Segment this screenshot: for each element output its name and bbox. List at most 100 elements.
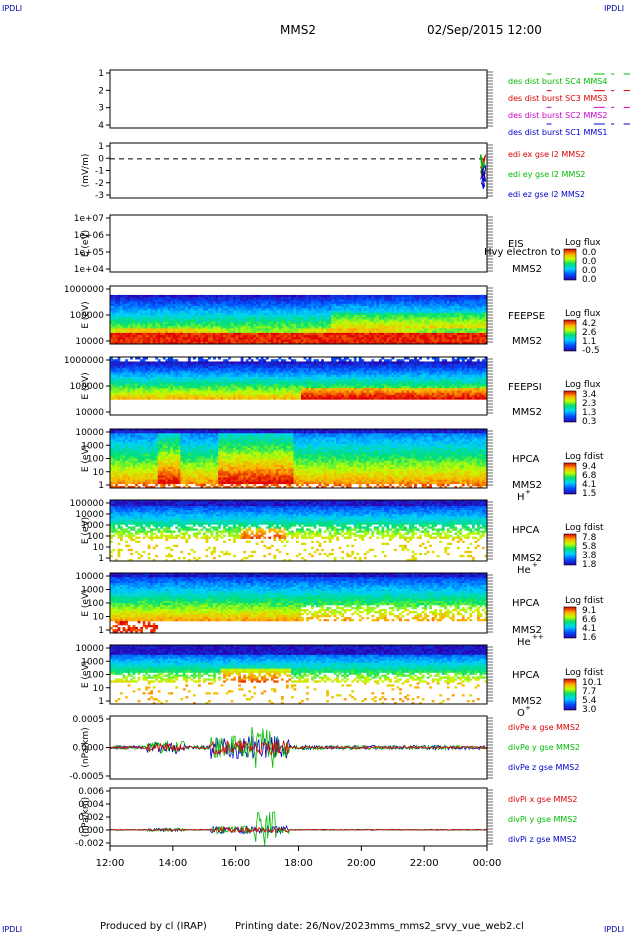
spectrogram-cell: [429, 330, 432, 334]
spectrogram-cell: [346, 319, 350, 322]
spectrogram-cell: [160, 361, 164, 364]
spectrogram-cell: [185, 397, 189, 400]
spectrogram-cell: [255, 377, 259, 380]
spectrogram-cell: [165, 368, 169, 371]
spectrogram-cell: [424, 317, 427, 320]
spectrogram-cell: [265, 370, 269, 373]
spectrogram-cell: [446, 339, 450, 343]
spectrogram-cell: [175, 394, 179, 398]
spectrogram-cell: [213, 303, 216, 307]
spectrogram-cell: [195, 308, 199, 311]
spectrogram-cell: [356, 317, 360, 320]
spectrogram-cell: [225, 390, 229, 393]
spectrogram-cell: [160, 301, 164, 305]
spectrogram-cell: [353, 306, 357, 309]
spectrogram-cell: [132, 326, 136, 329]
spectrogram-cell: [318, 381, 322, 385]
spectrogram-cell: [459, 323, 463, 327]
spectrogram-cell: [197, 368, 201, 371]
spectrogram-cell: [466, 301, 470, 305]
spectrogram-cell: [368, 337, 372, 340]
spectrogram-cell: [318, 319, 322, 322]
spectrogram-cell: [484, 303, 488, 307]
spectrogram-cell: [220, 335, 224, 338]
spectrogram-cell: [421, 339, 425, 343]
spectrogram-cell: [321, 368, 324, 371]
spectrogram-cell: [399, 306, 402, 309]
spectrogram-cell: [416, 335, 420, 338]
spectrogram-cell: [283, 312, 287, 316]
spectrogram-cell: [311, 370, 314, 373]
spectrogram-cell: [449, 323, 453, 327]
spectrogram-cell: [421, 328, 425, 331]
spectrogram-cell: [351, 299, 355, 302]
spectrogram-cell: [295, 381, 299, 385]
spectrogram-cell: [202, 388, 206, 391]
spectrogram-cell: [233, 337, 236, 340]
spectrogram-cell: [391, 335, 395, 338]
spectrogram-cell: [197, 301, 201, 305]
spectrogram-cell: [275, 301, 279, 305]
spectrogram-cell: [439, 321, 443, 325]
spectrogram-cell: [348, 337, 352, 340]
spectrogram-cell: [167, 321, 171, 325]
spectrogram-cell: [150, 315, 154, 318]
spectrogram-cell: [195, 319, 199, 322]
spectrogram-cell: [308, 335, 312, 338]
spectrogram-cell: [328, 341, 332, 345]
spectrogram-cell: [368, 315, 372, 318]
spectrogram-cell: [326, 317, 329, 320]
spectrogram-cell: [441, 321, 445, 325]
spectrogram-cell: [441, 301, 445, 305]
spectrogram-cell: [268, 363, 272, 367]
spectrogram-cell: [230, 317, 234, 320]
spectrogram-cell: [333, 326, 337, 329]
spectrogram-cell: [122, 323, 126, 327]
spectrogram-cell: [170, 308, 174, 311]
spectrogram-cell: [235, 299, 239, 302]
spectrogram-cell: [356, 326, 360, 329]
spectrogram-cell: [461, 315, 465, 318]
spectrogram-cell: [135, 321, 138, 325]
spectrogram-cell: [165, 372, 169, 376]
spectrogram-cell: [180, 312, 184, 316]
spectrogram-cell: [361, 306, 365, 309]
spectrogram-cell: [474, 310, 478, 314]
spectrogram-cell: [112, 321, 116, 325]
spectrogram-cell: [311, 326, 314, 329]
spectrogram-cell: [316, 394, 319, 398]
spectrogram-cell: [275, 326, 279, 329]
spectrogram-cell: [175, 368, 179, 371]
spectrogram-cell: [110, 386, 113, 389]
spectrogram-cell: [396, 321, 400, 325]
spectrogram-cell: [283, 330, 287, 334]
spectrogram-cell: [381, 294, 385, 298]
spectrogram-cell: [311, 397, 314, 400]
spectrogram-cell: [202, 361, 206, 364]
spectrogram-cell: [429, 303, 432, 307]
spectrogram-cell: [373, 317, 377, 320]
spectrogram-cell: [321, 379, 324, 382]
spectrogram-cell: [285, 390, 289, 393]
spectrogram-cell: [331, 341, 334, 345]
spectrogram-cell: [263, 339, 267, 343]
spectrogram-cell: [313, 386, 317, 389]
spectrogram-cell: [426, 332, 430, 336]
spectrogram-cell: [316, 359, 319, 362]
spectrogram-cell: [481, 310, 485, 314]
spectrogram-cell: [150, 339, 154, 343]
spectrogram-cell: [205, 390, 209, 393]
spectrogram-cell: [356, 303, 360, 307]
spectrogram-cell: [172, 394, 176, 398]
spectrogram-cell: [147, 294, 151, 298]
spectrogram-cell: [295, 301, 299, 305]
spectrogram-cell: [175, 383, 179, 387]
spectrogram-cell: [288, 301, 292, 305]
spectrogram-cell: [162, 394, 166, 398]
spectrogram-cell: [270, 328, 274, 331]
spectrogram-cell: [220, 361, 224, 364]
spectrogram-cell: [285, 301, 289, 305]
spectrogram-cell: [230, 397, 234, 400]
spectrogram-cell: [263, 297, 267, 300]
spectrogram-cell: [122, 339, 126, 343]
